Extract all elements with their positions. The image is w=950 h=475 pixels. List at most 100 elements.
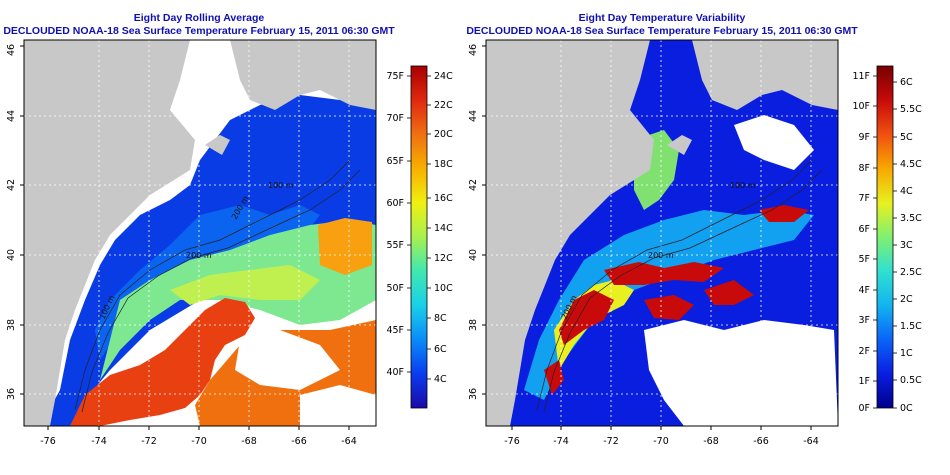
y-tick-label: 44 xyxy=(6,110,17,122)
contour-label: 100 m xyxy=(268,181,294,190)
gulf-stream-region xyxy=(70,298,255,426)
lat-lon-grid xyxy=(486,40,838,426)
y-tick-label: 36 xyxy=(6,388,17,400)
x-tick-label: -74 xyxy=(553,436,569,447)
land-mainland xyxy=(24,40,195,426)
colorbar-c-label: 12C xyxy=(434,253,453,264)
y-tick-label: 40 xyxy=(468,249,479,261)
colorbar-c-label: 8C xyxy=(434,313,447,324)
colorbar-ticks xyxy=(407,75,431,380)
colorbar-f-label: 50F xyxy=(386,283,404,294)
variability-colorbar xyxy=(876,65,894,409)
colorbar-c-label: 1C xyxy=(900,348,913,359)
lat-lon-grid xyxy=(24,40,376,426)
left-title-line2: DECLOUDED NOAA-18 Sea Surface Temperatur… xyxy=(3,25,395,37)
x-tick-label: -68 xyxy=(703,436,719,447)
colorbar-ticks xyxy=(873,75,897,409)
x-tick-label: -70 xyxy=(191,436,207,447)
contour-label: 200 m xyxy=(648,251,674,260)
gulf-stream-front xyxy=(544,205,809,395)
colorbar-f-label: 3F xyxy=(858,315,870,326)
colorbar-c-label: 24C xyxy=(434,71,453,82)
bathymetry-contours xyxy=(74,159,361,413)
colorbar-c-label: 6C xyxy=(900,77,913,88)
slope-water-region xyxy=(95,220,376,400)
x-tick-label: -66 xyxy=(753,436,769,447)
colorbar-f-label: 2F xyxy=(858,346,870,357)
colorbar-c-label: 18C xyxy=(434,159,453,170)
x-tick-label: -70 xyxy=(653,436,669,447)
left-title-line1: Eight Day Rolling Average xyxy=(133,12,265,24)
colorbar-c-label: 5C xyxy=(900,132,913,143)
y-tick-label: 46 xyxy=(468,44,479,56)
x-tick-label: -74 xyxy=(91,436,107,447)
sst-variability-map: 200 m 100 m 200 m -76 -74 -72 -70 -68 -6… xyxy=(468,39,922,447)
colorbar-f-label: 60F xyxy=(386,198,404,209)
nodata-patch xyxy=(644,320,838,426)
y-tick-label: 38 xyxy=(468,319,479,331)
moderate-variability-region xyxy=(524,210,814,400)
colorbar-c-label: 14C xyxy=(434,223,453,234)
contour-label: 200 m xyxy=(186,251,212,260)
y-tick-label: 44 xyxy=(468,110,479,122)
colorbar-f-label: 10F xyxy=(852,101,870,112)
colorbar-f-label: 6F xyxy=(858,224,870,235)
colorbar-c-label: 1.5C xyxy=(900,321,922,332)
colorbar-f-label: 70F xyxy=(386,113,404,124)
colorbar-c-label: 22C xyxy=(434,100,453,111)
colorbar-f-label: 5F xyxy=(858,254,870,265)
left-panel-title: Eight Day Rolling Average DECLOUDED NOAA… xyxy=(0,12,398,38)
nodata-patch-2 xyxy=(300,385,376,426)
colorbar-c-label: 3C xyxy=(900,240,913,251)
x-tick-label: -72 xyxy=(603,436,619,447)
temperature-colorbar xyxy=(410,65,428,409)
colorbar-c-label: 0.5C xyxy=(900,375,922,386)
right-title-line2: DECLOUDED NOAA-18 Sea Surface Temperatur… xyxy=(466,25,858,37)
colorbar-c-label: 5.5C xyxy=(900,104,922,115)
nodata-patch xyxy=(235,330,340,390)
colorbar-c-label: 4.5C xyxy=(900,159,922,170)
colorbar-c-label: 4C xyxy=(900,186,913,197)
y-tick-label: 38 xyxy=(6,319,17,331)
y-tick-label: 46 xyxy=(6,44,17,56)
x-tick-label: -76 xyxy=(504,436,520,447)
colorbar-c-label: 0C xyxy=(900,403,913,414)
land-nova-scotia xyxy=(692,40,838,110)
colorbar-f-label: 45F xyxy=(386,325,404,336)
x-tick-label: -76 xyxy=(40,436,56,447)
colorbar-f-label: 75F xyxy=(386,71,404,82)
colorbar-c-label: 4C xyxy=(434,374,447,385)
colorbar-c-label: 10C xyxy=(434,283,453,294)
colorbar-f-label: 11F xyxy=(852,71,870,82)
colorbar-f-label: 8F xyxy=(858,163,870,174)
contour-label: 100 m xyxy=(730,181,756,190)
colorbar-f-label: 4F xyxy=(858,285,870,296)
colorbar-f-label: 0F xyxy=(858,403,870,414)
nodata-patch-2 xyxy=(734,115,814,170)
right-panel-title: Eight Day Temperature Variability DECLOU… xyxy=(466,12,858,38)
colorbar-f-label: 65F xyxy=(386,156,404,167)
y-tick-label: 36 xyxy=(468,388,479,400)
colorbar-c-label: 2.5C xyxy=(900,267,922,278)
colorbar-c-label: 16C xyxy=(434,193,453,204)
right-title-line1: Eight Day Temperature Variability xyxy=(578,12,746,24)
land-mainland xyxy=(486,40,654,426)
land-nova-scotia xyxy=(230,40,376,110)
colorbar-f-label: 40F xyxy=(386,367,404,378)
colorbar-c-label: 20C xyxy=(434,129,453,140)
colorbar-c-label: 3.5C xyxy=(900,213,922,224)
x-tick-label: -66 xyxy=(291,436,307,447)
colorbar-c-label: 2C xyxy=(900,294,913,305)
y-axis xyxy=(482,45,486,395)
bathymetry-contours xyxy=(536,159,823,413)
map-frame xyxy=(485,39,839,427)
x-axis xyxy=(511,426,812,430)
slope-water-inner xyxy=(170,265,320,305)
colorbar-f-label: 7F xyxy=(858,193,870,204)
colorbar-f-label: 1F xyxy=(858,376,870,387)
land-cape-cod xyxy=(667,135,692,155)
colorbar-f-label: 55F xyxy=(386,240,404,251)
y-axis xyxy=(20,45,24,395)
x-tick-label: -64 xyxy=(341,436,357,447)
y-tick-label: 42 xyxy=(468,179,479,191)
